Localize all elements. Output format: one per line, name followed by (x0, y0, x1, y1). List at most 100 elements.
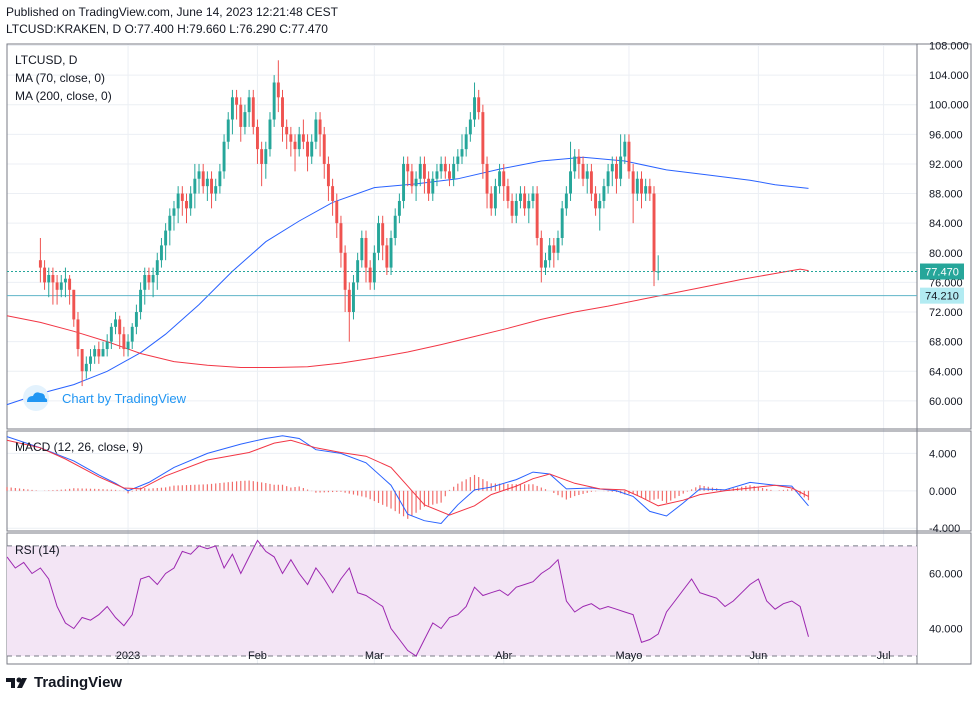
candle-body (285, 126, 289, 135)
watermark-text: Chart by TradingView (62, 391, 187, 406)
macd-tick-label: 4.000 (929, 448, 957, 460)
candle-body (356, 260, 360, 283)
candle-body (335, 200, 339, 224)
candlestick-series (38, 60, 660, 387)
macd-histogram (6, 474, 810, 519)
cloud-shape (27, 392, 48, 402)
candle-body (581, 163, 585, 179)
candle-body (289, 134, 293, 142)
price-tick-label: 80.000 (929, 248, 963, 260)
price-tick-label: 64.000 (929, 366, 963, 378)
price-pane (6, 43, 972, 430)
candle-body (118, 319, 122, 335)
legend-rsi: RSI (14) (15, 543, 60, 557)
candle-body (293, 141, 297, 150)
candle-body (464, 134, 468, 150)
candle-body (185, 200, 188, 209)
candle-body (93, 349, 97, 357)
price-tick-label: 72.000 (929, 307, 963, 319)
candle-body (614, 163, 618, 179)
candle-body (489, 193, 493, 209)
candle-body (410, 171, 414, 187)
signal-line (6, 439, 809, 516)
candle-body (218, 171, 222, 187)
candle-body (310, 141, 314, 157)
candle-body (47, 275, 51, 283)
candle-body (468, 119, 472, 135)
rsi-band-fill (7, 545, 917, 657)
candle-body (168, 215, 172, 231)
candle-body (585, 171, 589, 179)
macd-line (6, 435, 809, 525)
price-tick-label: 108.000 (929, 40, 969, 52)
candle-body (331, 186, 335, 201)
candle-body (623, 141, 627, 157)
legend-macd: MACD (12, 26, close, 9) (15, 440, 143, 454)
candle-body (63, 278, 67, 283)
candle-body (297, 134, 301, 150)
price-tick-label: 92.000 (929, 159, 963, 171)
candle-body (51, 275, 55, 283)
candle-body (635, 178, 639, 194)
candle-body (589, 171, 593, 194)
candle-body (306, 141, 310, 157)
candle-body (72, 289, 76, 320)
candle-body (59, 282, 63, 290)
candle-body (518, 193, 522, 201)
brand-text: TradingView (34, 674, 123, 691)
candle-body (502, 171, 506, 187)
candle-body (648, 186, 652, 194)
candle-body (201, 171, 205, 187)
legend: LTCUSD, D MA (70, close, 0) MA (200, clo… (15, 53, 143, 557)
candle-body (485, 163, 489, 194)
candle-body (640, 178, 643, 194)
candle-body (493, 186, 497, 209)
rsi-band (7, 545, 917, 657)
candle-body (68, 278, 72, 290)
candle-body (264, 149, 268, 164)
macd-tick-label: -4.000 (929, 523, 960, 535)
candle-body (164, 230, 168, 246)
candle-body (352, 282, 355, 313)
indicator-lines (6, 156, 917, 657)
candle-body (569, 171, 572, 194)
level-label: 74.210 (925, 291, 959, 303)
candle-body (84, 363, 88, 372)
candle-body (130, 326, 134, 342)
candle-body (360, 237, 364, 261)
candle-body (38, 260, 42, 268)
candle-body (318, 119, 322, 135)
level-badge (920, 287, 964, 304)
x-tick-label: Abr (495, 650, 512, 662)
rsi-tick-label: 40.000 (929, 623, 963, 635)
candle-body (301, 134, 305, 142)
price-tick-label: 84.000 (929, 218, 963, 230)
tradingview-logo-icon (6, 677, 27, 688)
candle-body (573, 156, 577, 172)
candle-body (552, 245, 556, 253)
candle-body (343, 252, 347, 290)
candle-body (126, 341, 130, 350)
candle-body (143, 275, 147, 290)
candle-body (155, 260, 159, 275)
price-tick-label: 104.000 (929, 70, 969, 82)
candle-body (531, 193, 535, 201)
candle-body (347, 289, 351, 313)
candle-body (619, 156, 623, 179)
candle-body (548, 245, 552, 261)
candle-body (652, 193, 656, 272)
candle-body (422, 163, 426, 179)
candle-body (80, 349, 84, 372)
candle-body (435, 171, 439, 179)
candle-body (535, 193, 539, 238)
candle-body (193, 178, 197, 194)
candle-body (176, 193, 180, 209)
candle-body (235, 97, 239, 105)
candle-body (43, 267, 47, 283)
candle-body (610, 163, 614, 172)
candle-body (393, 215, 397, 238)
last-price-label: 77.470 (925, 267, 959, 279)
candle-body (473, 97, 476, 120)
candle-body (598, 200, 602, 209)
